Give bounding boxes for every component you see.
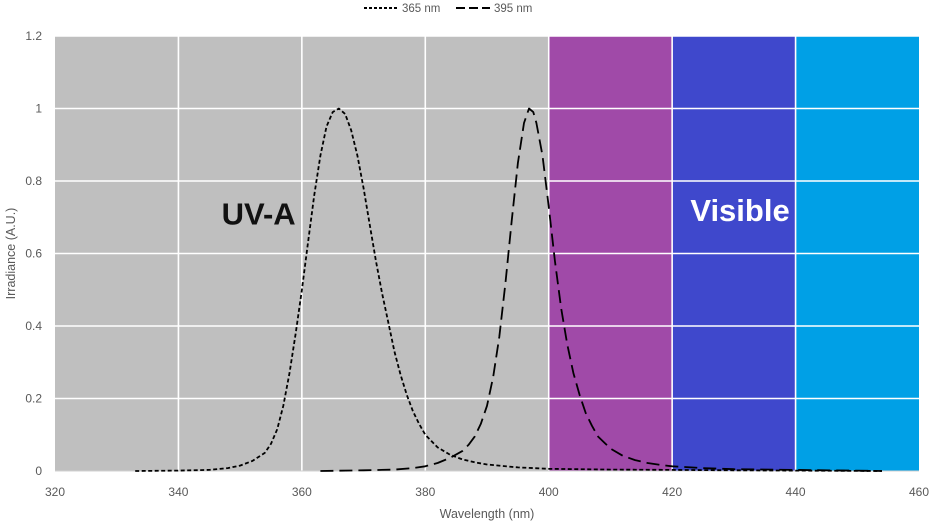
series-line-1 bbox=[320, 107, 883, 472]
y-tick-label-3: 0.6 bbox=[25, 247, 42, 261]
y-tick-label-0: 0 bbox=[35, 464, 42, 478]
x-tick-label-3: 380 bbox=[415, 485, 435, 499]
gridlines bbox=[55, 35, 919, 472]
legend: 365 nm 395 nm bbox=[364, 3, 532, 15]
y-axis-ticks: 0 0.2 0.4 0.6 0.8 1 1.2 bbox=[25, 29, 42, 478]
y-axis-title: Irradiance (A.U.) bbox=[4, 208, 18, 300]
legend-label-0: 365 nm bbox=[402, 3, 440, 15]
x-tick-label-2: 360 bbox=[292, 485, 312, 499]
x-tick-label-7: 460 bbox=[909, 485, 929, 499]
x-axis-title: Wavelength (nm) bbox=[440, 507, 535, 521]
region-label-1: Visible bbox=[690, 193, 789, 228]
x-tick-label-1: 340 bbox=[168, 485, 188, 499]
y-tick-label-2: 0.4 bbox=[25, 319, 42, 333]
x-tick-label-0: 320 bbox=[45, 485, 65, 499]
region-labels: UV-A Visible bbox=[222, 193, 790, 232]
series-line-0 bbox=[135, 107, 883, 472]
legend-label-1: 395 nm bbox=[494, 3, 532, 15]
x-tick-label-6: 440 bbox=[786, 485, 806, 499]
y-tick-label-4: 0.8 bbox=[25, 174, 42, 188]
y-tick-label-1: 0.2 bbox=[25, 392, 42, 406]
region-label-0: UV-A bbox=[222, 197, 296, 232]
x-tick-label-5: 420 bbox=[662, 485, 682, 499]
y-tick-label-6: 1.2 bbox=[25, 29, 42, 43]
series-lines bbox=[135, 107, 883, 472]
y-tick-label-5: 1 bbox=[35, 102, 42, 116]
x-axis-ticks: 320 340 360 380 400 420 440 460 bbox=[45, 485, 929, 499]
x-tick-label-4: 400 bbox=[539, 485, 559, 499]
